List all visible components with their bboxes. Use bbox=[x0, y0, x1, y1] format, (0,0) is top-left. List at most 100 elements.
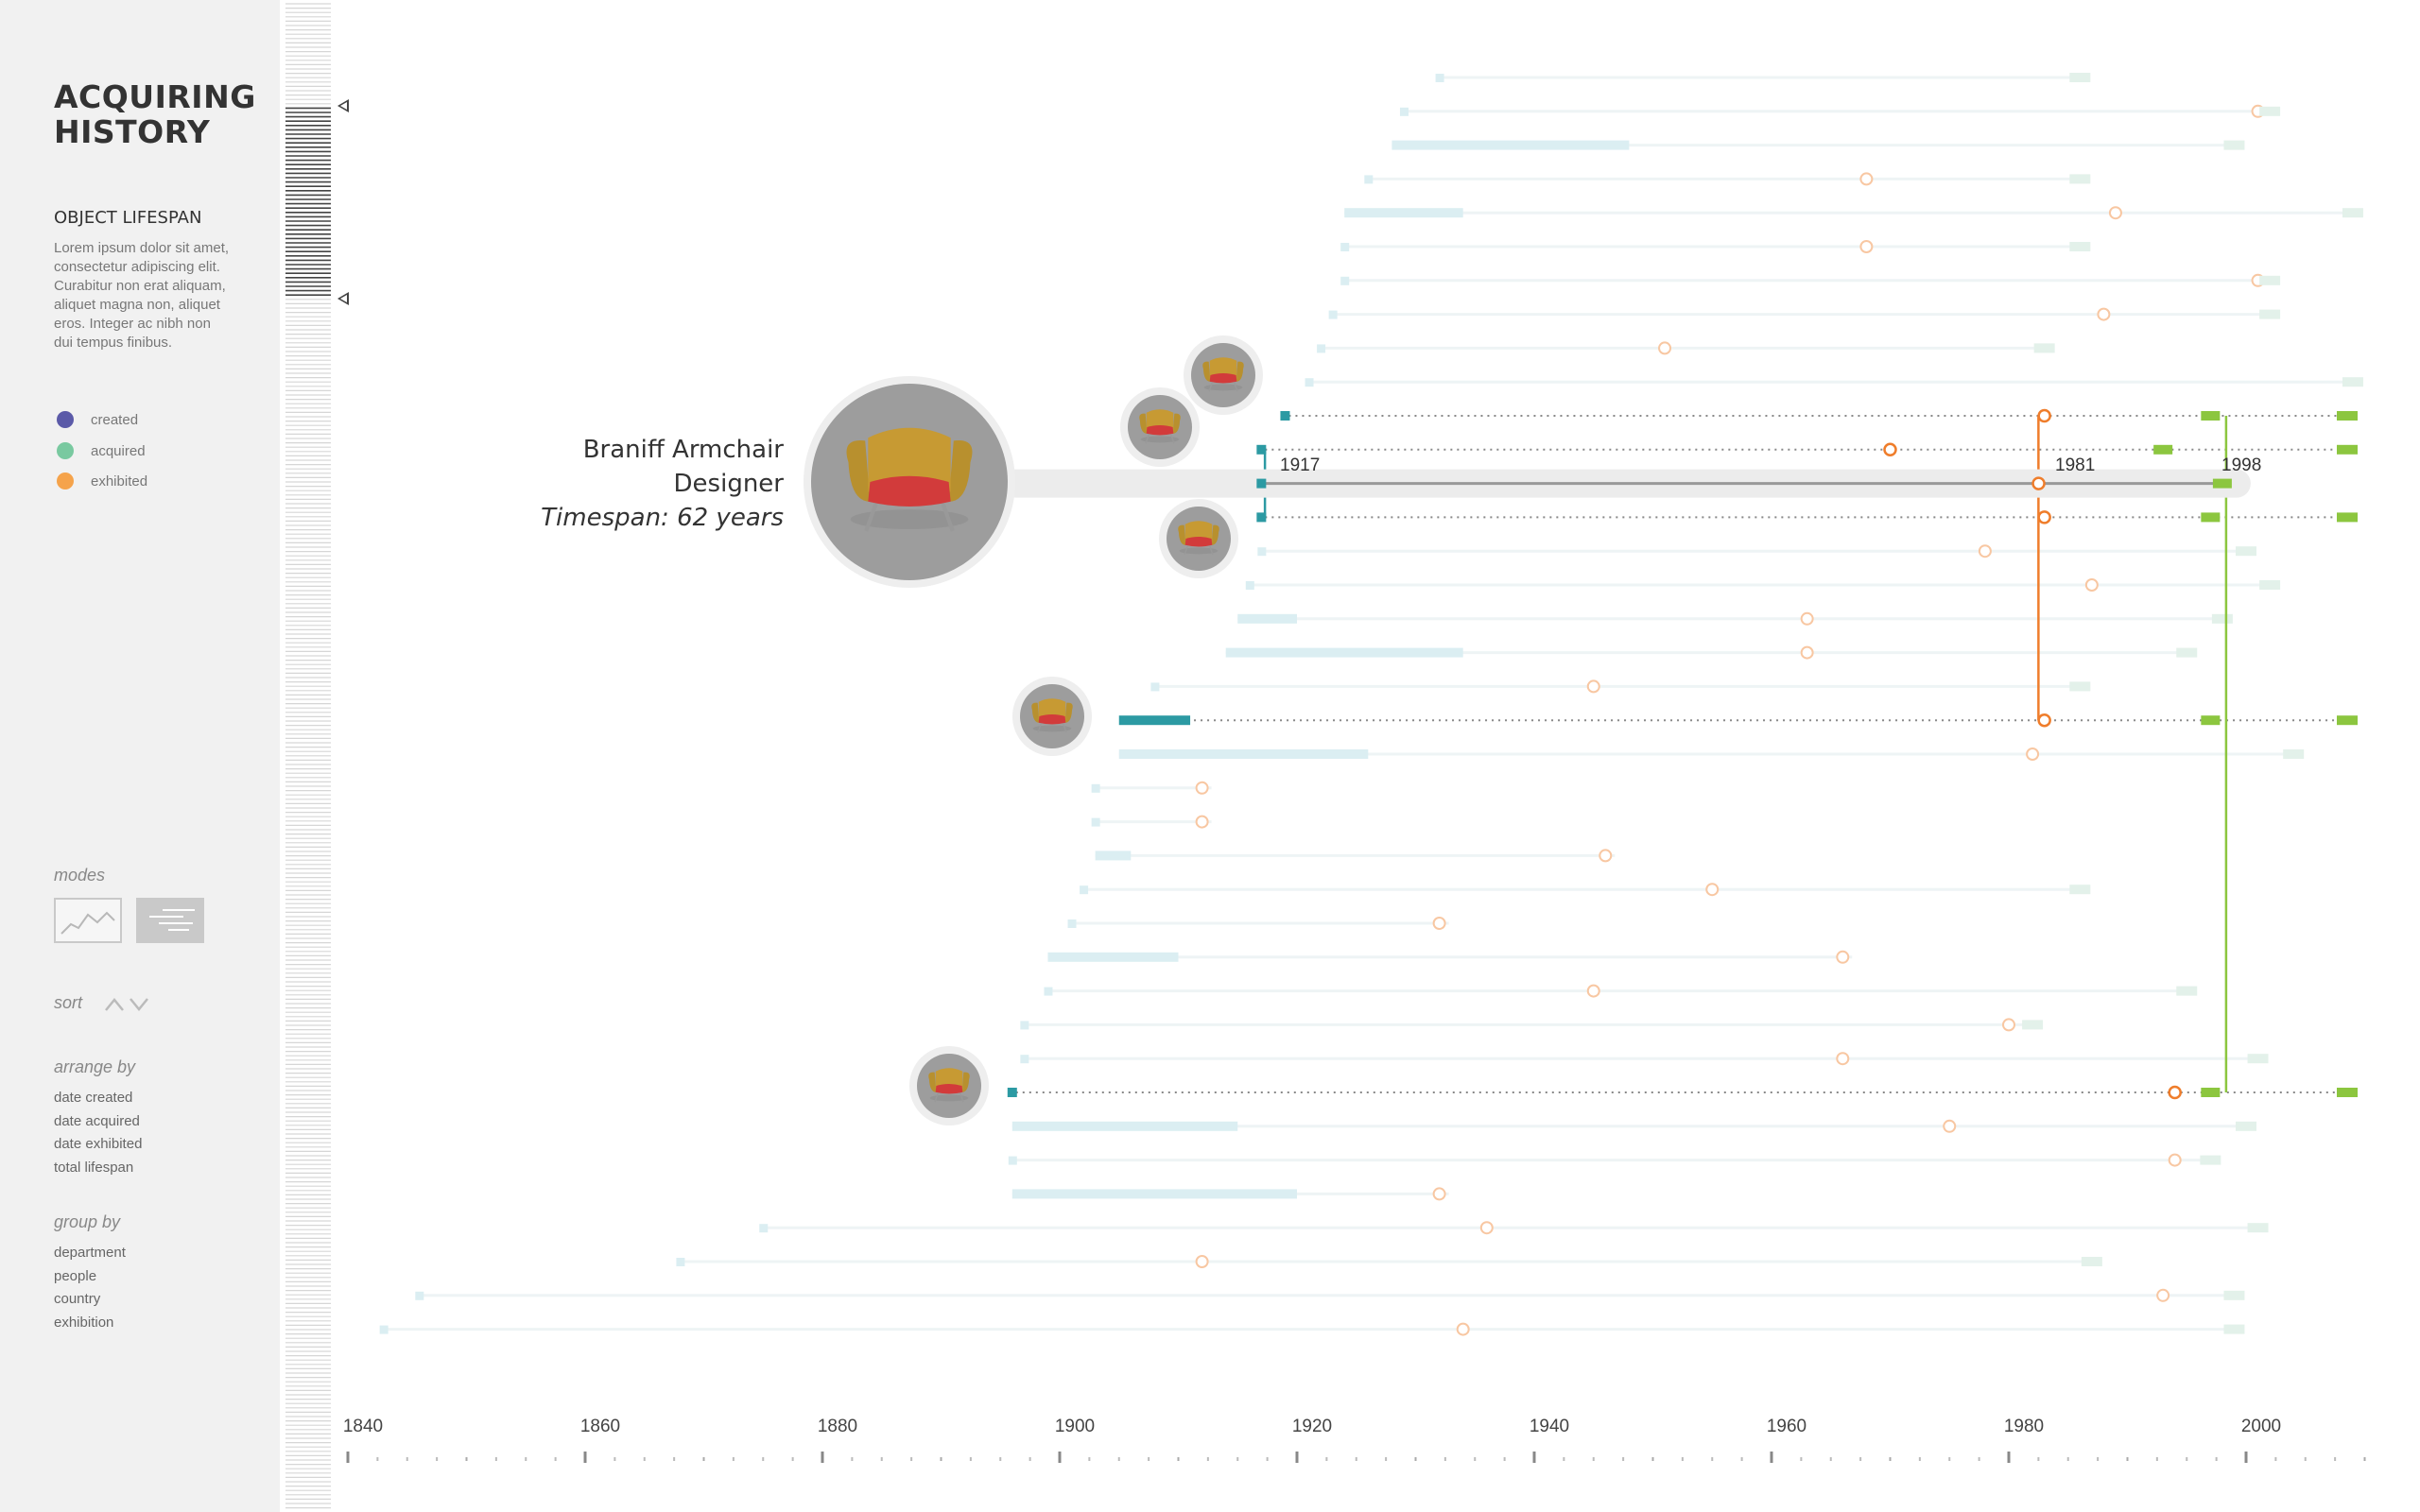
exhibited-marker bbox=[2168, 1153, 2182, 1167]
acquired-marker bbox=[2201, 715, 2221, 726]
axis-tick bbox=[1859, 1457, 1862, 1461]
axis-tick bbox=[1058, 1452, 1062, 1463]
acquired-marker bbox=[2176, 986, 2198, 996]
selected-object-thumbnail bbox=[804, 376, 1015, 588]
acquired-marker bbox=[2223, 140, 2245, 150]
group-exhibition[interactable]: exhibition bbox=[54, 1314, 114, 1331]
created-dot-icon bbox=[57, 411, 74, 428]
acquired-marker bbox=[2176, 647, 2198, 658]
axis-tick bbox=[1443, 1457, 1446, 1461]
acquired-marker bbox=[2201, 411, 2221, 421]
exhibited-marker bbox=[1883, 442, 1897, 457]
legend-label: acquired bbox=[91, 443, 146, 459]
axis-tick bbox=[494, 1457, 497, 1461]
axis-tick bbox=[2304, 1457, 2307, 1461]
created-range-bar bbox=[1344, 208, 1463, 218]
arrange-total-lifespan[interactable]: total lifespan bbox=[54, 1160, 134, 1176]
created-range-bar bbox=[1047, 952, 1179, 962]
exhibited-marker bbox=[2168, 1085, 2182, 1100]
exhibited-marker bbox=[1586, 984, 1600, 998]
created-range-bar bbox=[1392, 140, 1630, 150]
acquired-marker bbox=[2259, 309, 2281, 319]
acquired-marker bbox=[2223, 1290, 2245, 1300]
axis-tick bbox=[376, 1457, 379, 1461]
axis-tick bbox=[732, 1457, 735, 1461]
axis-tick bbox=[910, 1457, 913, 1461]
axis-tick bbox=[762, 1457, 765, 1461]
axis-tick bbox=[614, 1457, 616, 1461]
axis-tick bbox=[1355, 1457, 1357, 1461]
axis-tick bbox=[1563, 1457, 1565, 1461]
group-country[interactable]: country bbox=[54, 1291, 101, 1307]
axis-tick bbox=[2186, 1457, 2188, 1461]
exhibited-marker bbox=[1943, 1119, 1957, 1133]
acquired-marker bbox=[2069, 242, 2091, 251]
created-marker bbox=[1080, 885, 1089, 895]
acquired-marker bbox=[2069, 174, 2091, 184]
scroll-window-bottom-handle[interactable] bbox=[337, 292, 349, 305]
axis-tick bbox=[2244, 1452, 2248, 1463]
created-range-bar bbox=[1118, 749, 1369, 759]
axis-tick-label: 1880 bbox=[817, 1417, 858, 1436]
axis-tick bbox=[525, 1457, 527, 1461]
axis-tick bbox=[791, 1457, 794, 1461]
axis-tick bbox=[1206, 1457, 1209, 1461]
axis-tick bbox=[1829, 1457, 1832, 1461]
axis-tick bbox=[436, 1457, 439, 1461]
sort-ascending-icon[interactable] bbox=[104, 995, 129, 1014]
created-marker bbox=[1256, 512, 1267, 523]
axis-tick bbox=[1592, 1457, 1595, 1461]
exhibited-marker bbox=[2037, 713, 2051, 728]
axis-tick bbox=[1295, 1452, 1299, 1463]
arrange-date-acquired[interactable]: date acquired bbox=[54, 1113, 140, 1129]
axis-tick bbox=[1800, 1457, 1803, 1461]
line-mode-button[interactable] bbox=[54, 898, 122, 943]
arrange-date-exhibited[interactable]: date exhibited bbox=[54, 1136, 143, 1152]
axis-tick bbox=[2334, 1457, 2337, 1461]
group-department[interactable]: department bbox=[54, 1245, 126, 1261]
group-people[interactable]: people bbox=[54, 1268, 97, 1284]
axis-tick bbox=[1325, 1457, 1328, 1461]
exhibited-marker bbox=[1599, 849, 1613, 863]
axis-tick bbox=[880, 1457, 883, 1461]
bar-mode-button[interactable] bbox=[136, 898, 204, 943]
axis-tick bbox=[1651, 1457, 1654, 1461]
exhibited-marker bbox=[2097, 307, 2111, 321]
axis-tick bbox=[1236, 1457, 1239, 1461]
minimap-scrollbar[interactable] bbox=[284, 0, 333, 1512]
object-thumbnail bbox=[909, 1046, 989, 1125]
acquired-marker bbox=[2247, 1223, 2269, 1233]
scroll-window-top-handle[interactable] bbox=[337, 99, 349, 112]
exhibited-marker bbox=[1859, 240, 1874, 253]
created-range-bar bbox=[1118, 715, 1191, 726]
axis-tick bbox=[1266, 1457, 1269, 1461]
exhibited-marker bbox=[1978, 544, 1992, 558]
acquired-marker bbox=[2022, 1020, 2044, 1030]
axis-tick bbox=[1088, 1457, 1091, 1461]
created-marker bbox=[1399, 107, 1409, 116]
exhibited-marker bbox=[1836, 950, 1850, 964]
axis-tick bbox=[1681, 1457, 1684, 1461]
axis-tick-label: 1920 bbox=[1291, 1417, 1333, 1436]
selected-acquired-marker bbox=[2212, 478, 2232, 489]
acquired-marker bbox=[2236, 1121, 2256, 1131]
object-thumbnail bbox=[1159, 499, 1238, 578]
axis-tick bbox=[583, 1452, 587, 1463]
exhibited-marker bbox=[2156, 1288, 2170, 1302]
legend-label: exhibited bbox=[91, 473, 148, 490]
description: Lorem ipsum dolor sit amet, consectetur … bbox=[54, 240, 230, 351]
acquired-marker bbox=[2069, 885, 2091, 895]
arrange-date-created[interactable]: date created bbox=[54, 1090, 133, 1106]
axis-tick bbox=[1177, 1457, 1180, 1461]
acquired-marker bbox=[2200, 1155, 2221, 1165]
axis-tick-label: 2000 bbox=[2240, 1417, 2282, 1436]
sort-descending-icon[interactable] bbox=[129, 995, 153, 1014]
group-by-label: group by bbox=[54, 1212, 121, 1231]
axis-tick bbox=[554, 1457, 557, 1461]
axis-tick bbox=[465, 1457, 468, 1461]
created-marker bbox=[1328, 310, 1338, 319]
exhibited-marker bbox=[2084, 578, 2099, 592]
exhibited-marker bbox=[1195, 781, 1209, 795]
object-role: Designer bbox=[673, 470, 784, 498]
